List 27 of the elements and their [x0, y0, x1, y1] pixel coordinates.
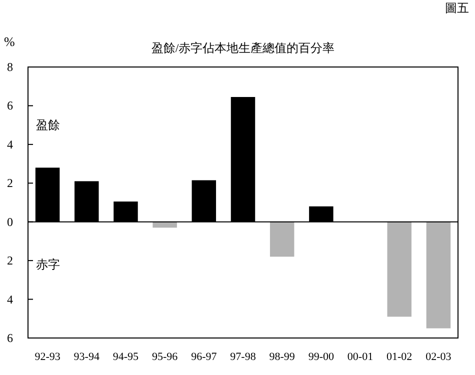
y-tick-label: 2 — [7, 176, 13, 190]
y-tick-label: 6 — [7, 98, 13, 113]
x-tick-label: 94-95 — [112, 351, 140, 363]
x-tick-label: 95-96 — [152, 351, 178, 363]
x-tick-label: 01-02 — [386, 351, 412, 363]
annotation: 盈餘 — [36, 118, 60, 132]
y-tick-label: 4 — [7, 292, 13, 306]
x-tick-label: 96-97 — [191, 351, 218, 363]
x-tick-label: 93-94 — [74, 351, 100, 363]
y-tick-label: 6 — [7, 331, 13, 345]
y-tick-label: 8 — [7, 60, 13, 74]
y-tick-label: 4 — [7, 137, 13, 152]
bar — [270, 222, 294, 257]
chart-title: 盈餘/赤字佔本地生產總值的百分率 — [151, 41, 335, 55]
bar — [426, 222, 451, 328]
x-tick-label: 92-93 — [34, 351, 61, 363]
y-tick-label: 0 — [7, 214, 13, 229]
text: 圖五 — [445, 1, 469, 15]
bar — [387, 222, 412, 317]
y-tick-label: 2 — [7, 254, 13, 268]
x-tick-label: 02-03 — [426, 351, 452, 363]
annotation: 赤字 — [36, 257, 60, 272]
x-tick-label: 99-00 — [308, 351, 335, 363]
x-tick-label: 97-98 — [230, 351, 256, 363]
y-axis-title: % — [4, 34, 15, 49]
x-tick-label: 98-99 — [269, 351, 296, 363]
x-tick-label: 00-01 — [347, 351, 374, 363]
